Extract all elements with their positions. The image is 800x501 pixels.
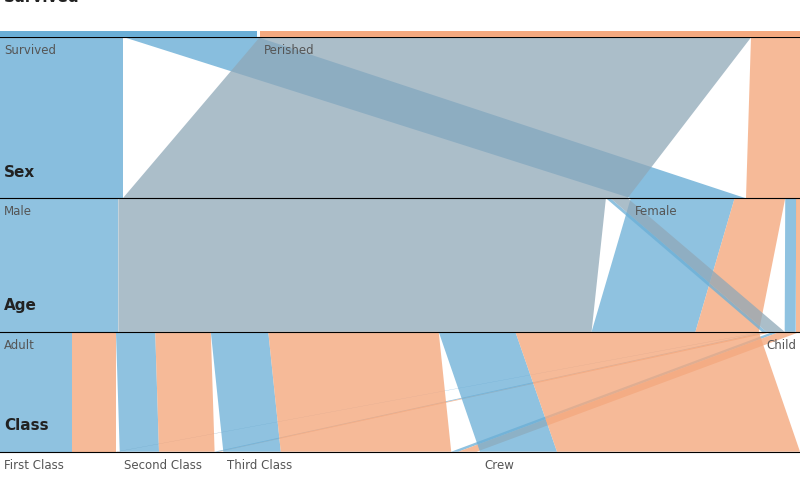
Polygon shape	[73, 332, 116, 452]
Polygon shape	[606, 198, 766, 332]
Text: First Class: First Class	[4, 458, 64, 471]
Polygon shape	[117, 332, 764, 452]
Text: Age: Age	[4, 299, 37, 314]
Text: Child: Child	[766, 339, 796, 352]
Text: Crew: Crew	[484, 458, 514, 471]
Text: Class: Class	[4, 418, 49, 433]
Polygon shape	[0, 37, 123, 198]
Polygon shape	[515, 332, 800, 452]
Polygon shape	[116, 332, 763, 452]
Polygon shape	[0, 198, 118, 332]
Polygon shape	[438, 332, 557, 452]
Polygon shape	[458, 332, 800, 452]
Text: Perished: Perished	[264, 44, 314, 57]
Polygon shape	[695, 198, 786, 332]
Polygon shape	[268, 332, 451, 452]
Text: Sex: Sex	[4, 165, 35, 180]
Text: Female: Female	[634, 205, 678, 218]
Text: Third Class: Third Class	[227, 458, 293, 471]
Text: Adult: Adult	[4, 339, 35, 352]
Bar	[260, 31, 800, 37]
Polygon shape	[591, 198, 734, 332]
Polygon shape	[451, 332, 780, 452]
Polygon shape	[218, 332, 773, 452]
Text: Male: Male	[4, 205, 32, 218]
Polygon shape	[214, 332, 768, 452]
Polygon shape	[123, 37, 751, 198]
Polygon shape	[796, 198, 800, 332]
Text: Survived: Survived	[4, 0, 80, 5]
Polygon shape	[211, 332, 281, 452]
Polygon shape	[116, 332, 159, 452]
Text: Survived: Survived	[4, 44, 56, 57]
Polygon shape	[123, 37, 746, 198]
Polygon shape	[0, 332, 73, 452]
Bar	[0, 31, 257, 37]
Polygon shape	[785, 198, 796, 332]
Polygon shape	[118, 198, 606, 332]
Polygon shape	[746, 37, 800, 198]
Polygon shape	[610, 198, 785, 332]
Text: Second Class: Second Class	[124, 458, 202, 471]
Polygon shape	[155, 332, 214, 452]
